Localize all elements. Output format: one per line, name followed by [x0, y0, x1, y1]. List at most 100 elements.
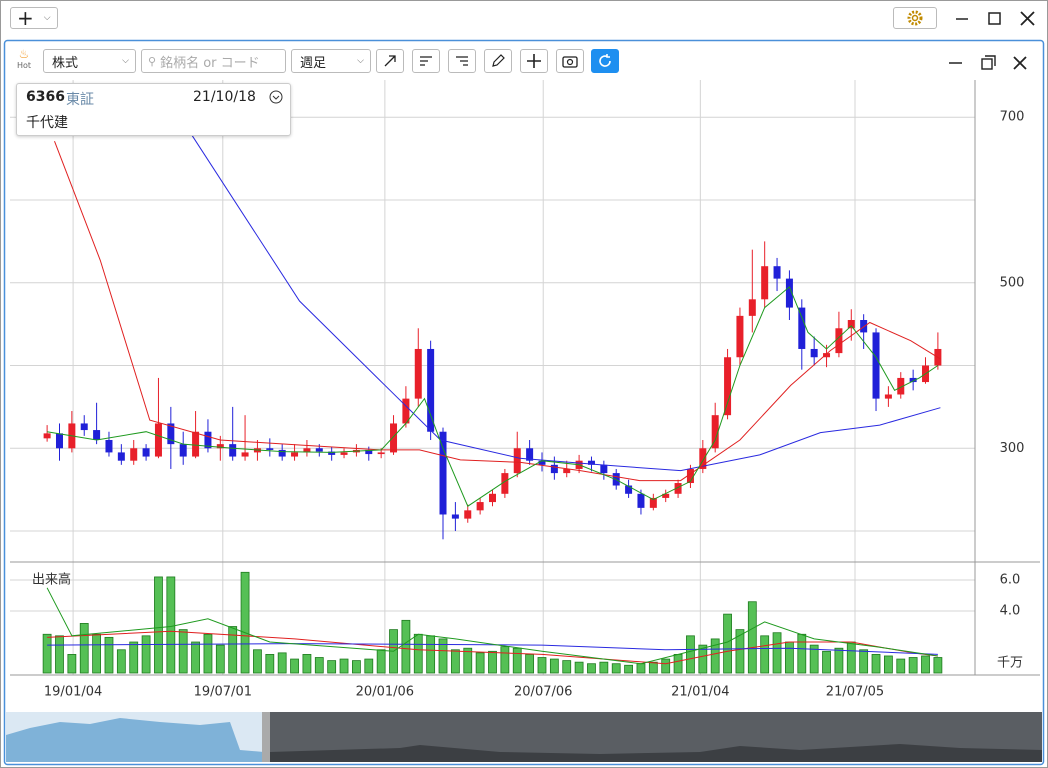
volume-bar	[364, 658, 374, 674]
volume-bar	[129, 641, 139, 674]
volume-bar	[673, 654, 683, 674]
hot-button[interactable]: ♨ Hot	[14, 48, 34, 71]
caret: ⌵	[357, 56, 364, 66]
candle-body	[414, 348, 422, 399]
volume-bar	[587, 663, 596, 674]
candle-body	[761, 266, 769, 300]
volume-bar	[933, 657, 943, 674]
volume-bar	[537, 657, 547, 674]
search-input[interactable]: ⚲ 銘柄名 or コード	[141, 49, 286, 73]
align-left-tool[interactable]	[412, 49, 440, 73]
candle-body	[464, 510, 472, 519]
candle-body	[785, 278, 793, 308]
trendline-tool[interactable]	[376, 49, 404, 73]
candle-body	[117, 452, 125, 461]
panel-frame	[3, 39, 1045, 766]
refresh-button[interactable]	[591, 49, 619, 73]
search-icon: ⚲	[148, 54, 157, 68]
volume-bar	[154, 576, 163, 674]
volume-bar	[302, 654, 312, 674]
volume-bar	[599, 661, 609, 674]
add-icon: +	[17, 6, 34, 30]
volume-bar	[228, 626, 238, 674]
icon	[492, 54, 505, 67]
candle-body	[686, 468, 694, 484]
market-select[interactable]: 株式 ⌵	[43, 49, 136, 73]
candle-body	[711, 415, 719, 449]
navigator-area	[6, 718, 264, 762]
volume-bar	[215, 644, 225, 674]
candle-body	[884, 394, 892, 399]
volume-bar	[611, 663, 621, 674]
close[interactable]	[1020, 11, 1035, 26]
add-menu[interactable]: + ⌵	[10, 6, 58, 30]
volume-bar	[277, 652, 287, 674]
volume-bar	[636, 663, 646, 674]
period-select[interactable]: 週足 ⌵	[291, 49, 371, 73]
candle-body	[736, 315, 744, 358]
volume-bar	[686, 635, 695, 674]
candle-body	[167, 423, 175, 445]
caret: ⌵	[122, 56, 129, 66]
exchange: 東証	[66, 92, 94, 108]
volume-bar	[834, 647, 844, 674]
volume-bar	[401, 619, 411, 674]
volume-bar	[240, 571, 250, 674]
volume-bar	[67, 654, 77, 674]
volume-title: 出来高	[32, 572, 71, 588]
volume-bar	[413, 633, 423, 674]
candle-body	[699, 448, 707, 469]
icon	[420, 56, 432, 66]
candle-body	[563, 468, 571, 474]
volume-bar	[549, 658, 559, 674]
candle-body	[390, 423, 398, 453]
x-tick-label: 20/07/06	[514, 685, 572, 700]
align-right-tool[interactable]	[448, 49, 476, 73]
volume-bar	[290, 658, 299, 674]
candle-body	[278, 449, 286, 457]
volume-bar	[314, 657, 324, 674]
maximize[interactable]	[988, 12, 1001, 25]
volume-bar	[116, 649, 126, 674]
volume-bar	[376, 649, 386, 674]
candle-body	[526, 448, 534, 461]
candle-body	[315, 448, 323, 452]
volume-bar	[710, 638, 720, 674]
settings-button[interactable]	[893, 7, 937, 29]
y-tick-label: 700	[1000, 110, 1025, 125]
expand-icon[interactable]	[269, 90, 283, 104]
icon	[527, 54, 541, 68]
close[interactable]	[1013, 56, 1027, 70]
volume-bar	[809, 644, 819, 674]
candle-body	[204, 431, 212, 449]
candle-body	[43, 433, 51, 439]
candle-body	[489, 493, 496, 503]
candle-body	[130, 448, 138, 461]
candle-body	[439, 431, 447, 515]
candle-body	[192, 431, 200, 457]
crosshair-tool[interactable]	[520, 49, 548, 73]
volume-bar	[166, 576, 176, 674]
restore[interactable]	[981, 58, 993, 70]
candle-body	[501, 473, 509, 494]
volume-bar	[426, 635, 436, 674]
ma-line	[54, 141, 941, 482]
x-tick-label: 21/01/04	[671, 685, 729, 700]
candle-body	[625, 485, 633, 494]
volume-bar	[562, 660, 572, 674]
volume-bar	[822, 650, 831, 674]
gear-icon	[907, 10, 923, 26]
volume-bar	[772, 632, 782, 674]
candle-body	[340, 452, 348, 455]
volume-bar	[352, 660, 361, 674]
volume-bar	[797, 633, 807, 674]
pen-tool[interactable]	[484, 49, 512, 73]
camera-tool[interactable]	[556, 49, 584, 73]
y-tick-label: 4.0	[1000, 604, 1021, 619]
volume-bar	[450, 649, 460, 674]
candle-body	[847, 320, 855, 329]
volume-bar	[203, 633, 213, 674]
candle-body	[142, 448, 150, 457]
volume-bar	[896, 658, 906, 674]
